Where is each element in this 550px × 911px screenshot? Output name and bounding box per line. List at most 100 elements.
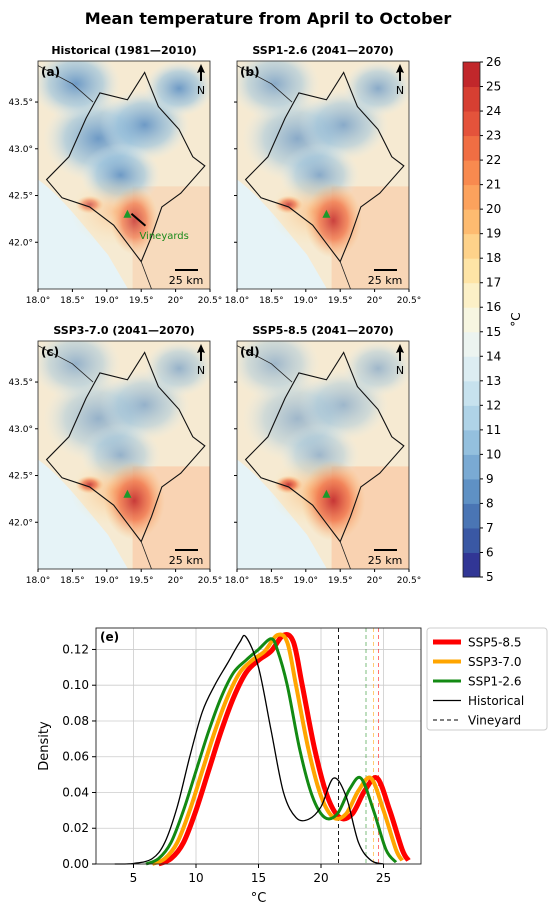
neighbor-border [237,65,293,103]
density-chart: 5 10 15 20 25 0.00 0.02 0.04 0.06 0.08 0.10 0.12 (e)… [37,627,548,906]
colorbar-tick-label: 19 [486,227,501,241]
map-frame [236,340,410,570]
map-y-tick-label: 42.0° [8,518,33,528]
colorbar-segment [463,454,480,480]
colorbar-segment [463,429,480,455]
map-cold-area [343,341,409,397]
map-frame [37,60,211,290]
map-y-tick-label: 43.5° [8,378,33,388]
map-x-tick-label: 20.5° [198,576,223,586]
colorbar-tick-label: 23 [486,129,501,143]
north-arrow-icon [396,64,404,81]
neighbor-border [140,261,152,289]
y-tick-label: 0.06 [62,750,89,764]
colorbar-tick-label: 12 [486,398,501,412]
colorbar-segment [463,331,480,357]
neighbor-border [38,65,94,103]
colorbar-segment [463,135,480,161]
y-tick-label: 0.10 [62,678,89,692]
colorbar-tick-label: 18 [486,251,501,265]
scale-label: 25 km [368,274,403,287]
legend-label: Vineyard [468,714,521,728]
scale-label: 25 km [368,554,403,567]
neighbor-border [339,261,351,289]
map-cold-area [38,61,121,120]
colorbar-segment [463,233,480,259]
colorbar-segment [463,62,480,88]
y-tick-label: 0.08 [62,714,89,728]
figure-title: Mean temperature from April to October [85,9,452,28]
colorbar-tick-label: 8 [486,496,494,510]
colorbar-tick-label: 21 [486,178,501,192]
country-border [244,71,405,263]
north-label: N [197,84,205,97]
map-panel: (a) Historical (1981—2010) N 25 km Vineyards… [8,44,222,306]
map-y-tick-label: 42.0° [8,238,33,248]
colorbar-tick-label: 26 [486,55,501,69]
panel-label: (d) [240,345,260,359]
colorbar-tick-label: 13 [486,374,501,388]
colorbar-tick-label: 14 [486,349,501,363]
y-tick-label: 0.12 [62,642,89,656]
colorbar-segment [463,86,480,112]
colorbar-tick-label: 7 [486,521,494,535]
legend-label: SSP1-2.6 [468,675,522,689]
map-x-tick-label: 20.5° [397,296,422,306]
colorbar-segment [463,356,480,382]
country-border [244,351,405,543]
panel-label: (e) [100,630,119,644]
map-title: SSP1-2.6 (2041—2070) [252,44,393,57]
map-x-tick-label: 19.0° [294,576,319,586]
map-y-tick-label: 43.5° [8,98,33,108]
map-cold-area [237,61,320,120]
colorbar-tick-label: 5 [486,570,494,584]
map-panels: (a) Historical (1981—2010) N 25 km Vineyards… [8,44,421,586]
colorbar-tick-label: 22 [486,153,501,167]
map-title: Historical (1981—2010) [51,44,196,57]
colorbar-segment [463,184,480,210]
map-y-tick-label: 43.0° [8,145,33,155]
map-x-tick-label: 18.5° [60,296,85,306]
colorbar-tick-label: 15 [486,325,501,339]
x-tick-label: 15 [251,871,266,885]
north-label: N [197,364,205,377]
vineyard-marker [123,209,132,218]
colorbar-tick-label: 17 [486,276,501,290]
colorbar-tick-label: 20 [486,202,501,216]
map-x-tick-label: 19.0° [95,296,120,306]
map-cold-area [237,341,320,400]
colorbar-segment [463,503,480,529]
legend-label: Historical [468,694,524,708]
map-x-tick-label: 18.0° [225,576,250,586]
map-x-tick-label: 19.0° [294,296,319,306]
country-border [45,71,206,263]
colorbar-segment [463,552,480,578]
vineyard-marker [322,209,331,218]
north-arrow-icon [197,344,205,361]
colorbar-segment [463,209,480,235]
colorbar-unit-label: °C [509,312,523,326]
map-panel: (b) SSP1-2.6 (2041—2070) N 25 km 18.0° 18.5° 1… [225,44,422,306]
map-panel: (d) SSP5-8.5 (2041—2070) N 25 km 18.0° 18.5° 1… [225,324,422,586]
x-tick-label: 20 [313,871,328,885]
north-arrow-icon [396,344,404,361]
map-y-tick-label: 43.0° [8,425,33,435]
colorbar-segment [463,160,480,186]
x-tick-label: 10 [188,871,203,885]
map-panel: (c) SSP3-7.0 (2041—2070) N 25 km 43.5° 43.0° 4… [8,324,222,586]
legend-box [426,627,548,731]
map-hot-area [274,195,303,214]
map-x-tick-label: 18.5° [259,296,284,306]
vineyard-marker [322,489,331,498]
map-hot-area [75,195,104,214]
map-x-tick-label: 19.5° [129,576,154,586]
colorbar-tick-label: 11 [486,423,501,437]
map-x-tick-label: 20° [168,296,184,306]
country-border [45,351,206,543]
map-y-tick-label: 42.5° [8,472,33,482]
legend-label: SSP3-7.0 [468,655,522,669]
panel-label: (c) [41,345,59,359]
vineyard-marker [123,489,132,498]
colorbar-frame [462,61,481,578]
colorbar-segment [463,405,480,431]
